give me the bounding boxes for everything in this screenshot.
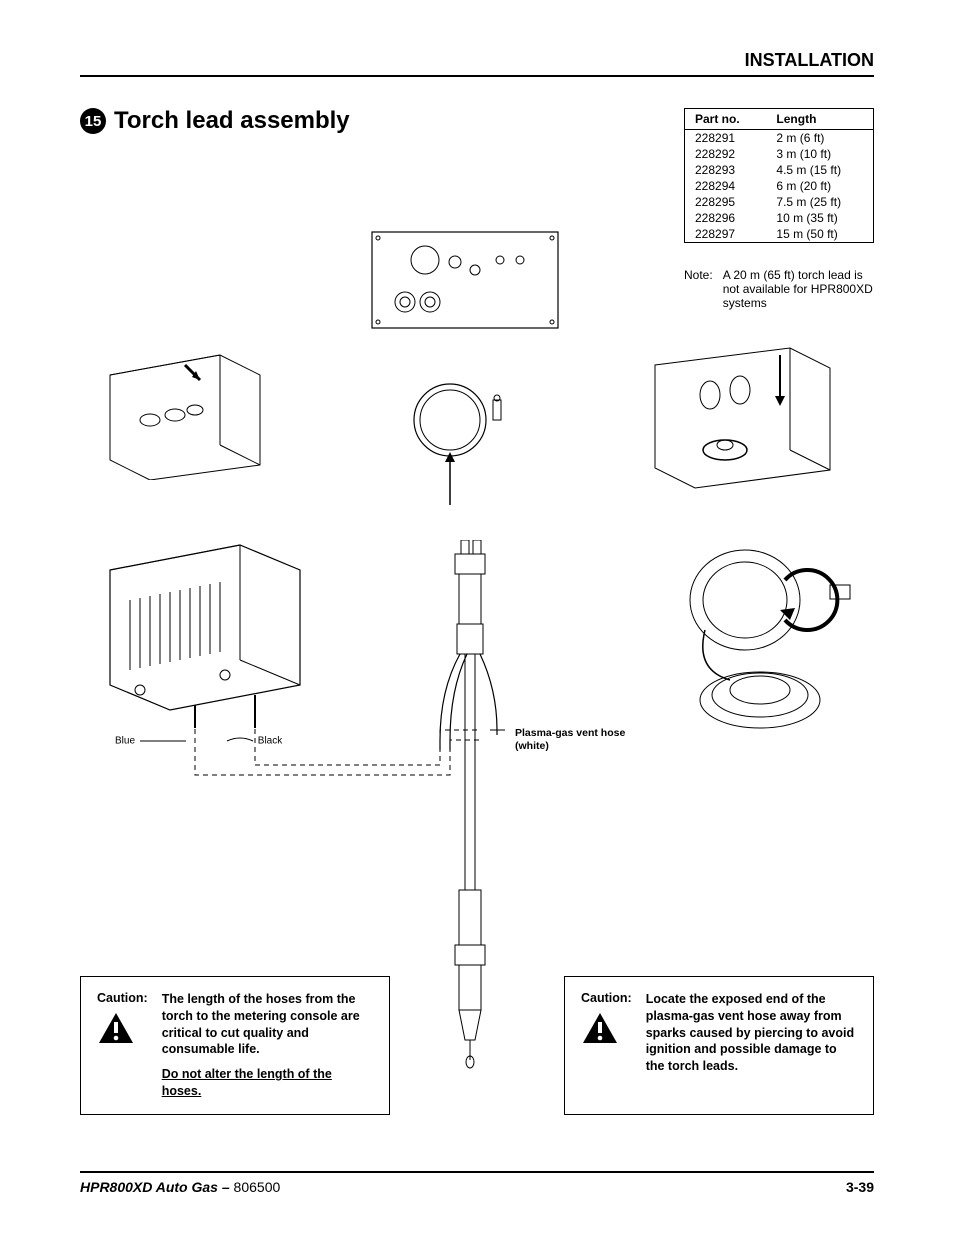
diagram-area: Blue Black Plasma-gas vent hose (white) bbox=[80, 230, 874, 930]
section-title-text: Torch lead assembly bbox=[114, 107, 350, 135]
caution-label: Caution: bbox=[97, 991, 148, 1005]
footer-page: 3-39 bbox=[846, 1179, 874, 1195]
table-row: 2282934.5 m (15 ft) bbox=[685, 162, 874, 178]
label-vent-hose: Plasma-gas vent hose (white) bbox=[515, 727, 625, 752]
diagram-console-left bbox=[100, 345, 270, 480]
label-blue: Blue bbox=[115, 735, 188, 747]
table-row: 22829610 m (35 ft) bbox=[685, 210, 874, 226]
parts-table: Part no. Length 2282912 m (6 ft)2282923 … bbox=[684, 108, 874, 243]
caution-label: Caution: bbox=[581, 991, 632, 1005]
diagram-metering-console bbox=[100, 530, 310, 730]
footer-docnum: 806500 bbox=[234, 1179, 281, 1195]
label-black: Black bbox=[225, 735, 282, 747]
table-row: 2282912 m (6 ft) bbox=[685, 130, 874, 147]
step-number-badge: 15 bbox=[80, 108, 106, 134]
page-footer: HPR800XD Auto Gas – 806500 3-39 bbox=[80, 1171, 874, 1195]
table-row: 2282923 m (10 ft) bbox=[685, 146, 874, 162]
col-length: Length bbox=[766, 109, 873, 130]
footer-sep: – bbox=[218, 1179, 234, 1195]
warning-icon bbox=[581, 1011, 619, 1045]
table-row: 2282957.5 m (25 ft) bbox=[685, 194, 874, 210]
caution-text-left: The length of the hoses from the torch t… bbox=[162, 991, 373, 1100]
table-row: 2282946 m (20 ft) bbox=[685, 178, 874, 194]
col-partno: Part no. bbox=[685, 109, 767, 130]
caution-box-left: Caution: The length of the hoses from th… bbox=[80, 976, 390, 1115]
footer-product: HPR800XD Auto Gas bbox=[80, 1179, 218, 1195]
caution-text-right: Locate the exposed end of the plasma-gas… bbox=[646, 991, 857, 1100]
diagram-ignition-console bbox=[640, 340, 840, 490]
diagram-mount-assembly bbox=[635, 530, 865, 760]
warning-icon bbox=[97, 1011, 135, 1045]
diagram-control-panel bbox=[370, 230, 560, 330]
header-section: INSTALLATION bbox=[80, 50, 874, 75]
caution-box-right: Caution: Locate the exposed end of the p… bbox=[564, 976, 874, 1115]
diagram-ring bbox=[405, 380, 515, 510]
